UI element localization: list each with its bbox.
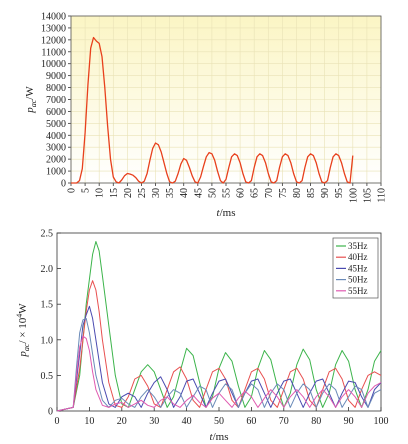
x-tick-label: 60 [236,188,247,198]
y-tick-label: 12000 [41,35,66,46]
y-tick-label: 1000 [46,167,66,178]
x-tick-label: 40 [182,416,192,427]
x-tick-label: 60 [246,416,256,427]
chart-1: 0100020003000400050006000700080009000100… [24,12,388,220]
y-tick-label: 8000 [46,83,66,94]
y-tick-label: 0.5 [41,371,54,382]
series-line-2-1 [56,280,382,412]
y-axis-label-2: pac/ × 104W [15,303,31,358]
series-line-1-0 [71,36,354,184]
y-tick-label: 10000 [41,59,66,70]
x-tick-label: 75 [278,188,289,198]
y-tick-label: 13000 [41,23,66,34]
y-tick-label: 4000 [46,131,66,142]
x-tick-label: 85 [306,188,317,198]
x-tick-label: 55 [222,188,233,198]
plot-area-2 [57,233,381,411]
x-tick-label: 25 [137,188,148,198]
x-axis-label-1: t/ms [217,207,236,219]
x-tick-label: 40 [179,188,190,198]
x-tick-label: 0 [55,416,60,427]
x-tick-label: 80 [292,188,303,198]
x-tick-label: 0 [67,188,78,193]
plot-frame-2 [56,232,382,412]
y-tick-label: 0 [61,179,66,190]
x-tick-label: 90 [344,416,354,427]
x-tick-label: 5 [81,188,92,193]
x-tick-label: 100 [348,188,359,203]
legend-label: 40Hz [348,252,368,262]
x-tick-label: 90 [320,188,331,198]
plot-frame-1 [70,15,382,184]
y-tick-label: 14000 [41,12,66,23]
x-tick-label: 35 [165,188,176,198]
series-line-2-3 [56,317,382,412]
legend-label: 55Hz [348,286,368,296]
y-tick-label: 2.0 [41,264,54,275]
x-tick-label: 30 [149,416,159,427]
series-line-2-4 [56,335,382,412]
x-tick-label: 15 [109,188,120,198]
x-tick-label: 30 [151,188,162,198]
y-tick-label: 5000 [46,119,66,130]
x-tick-label: 70 [264,188,275,198]
y-tick-label: 9000 [46,71,66,82]
x-tick-label: 65 [250,188,261,198]
y-tick-label: 11000 [41,47,66,58]
x-tick-label: 20 [117,416,127,427]
y-axis-label-1: pac/W [24,86,38,114]
series-line-2-2 [56,305,382,412]
x-tick-label: 10 [84,416,94,427]
y-tick-label: 2.5 [41,229,54,240]
x-axis-label-2: t/ms [210,431,229,443]
x-tick-label: 20 [123,188,134,198]
x-tick-label: 105 [362,188,373,203]
x-tick-label: 10 [95,188,106,198]
x-tick-label: 45 [193,188,204,198]
x-tick-label: 50 [214,416,224,427]
x-tick-label: 80 [311,416,321,427]
x-tick-label: 70 [279,416,289,427]
y-tick-label: 1.5 [41,300,54,311]
y-tick-label: 2000 [46,155,66,166]
x-tick-label: 50 [207,188,218,198]
y-tick-label: 7000 [46,95,66,106]
legend-label: 45Hz [348,263,368,273]
x-tick-label: 95 [334,188,345,198]
chart-2: 0 0.5 1.0 1.5 2.0 2.5 0 10 20 30 40 50 60 70 80 90 100 35… [15,229,389,444]
legend-label: 50Hz [348,275,368,285]
y-tick-label: 3000 [46,143,66,154]
y-tick-label: 6000 [46,107,66,118]
y-tick-label: 0 [48,407,53,418]
x-tick-label: 110 [377,188,388,203]
y-tick-label: 1.0 [41,335,54,346]
x-tick-label: 100 [374,416,389,427]
legend-label: 35Hz [348,241,368,251]
